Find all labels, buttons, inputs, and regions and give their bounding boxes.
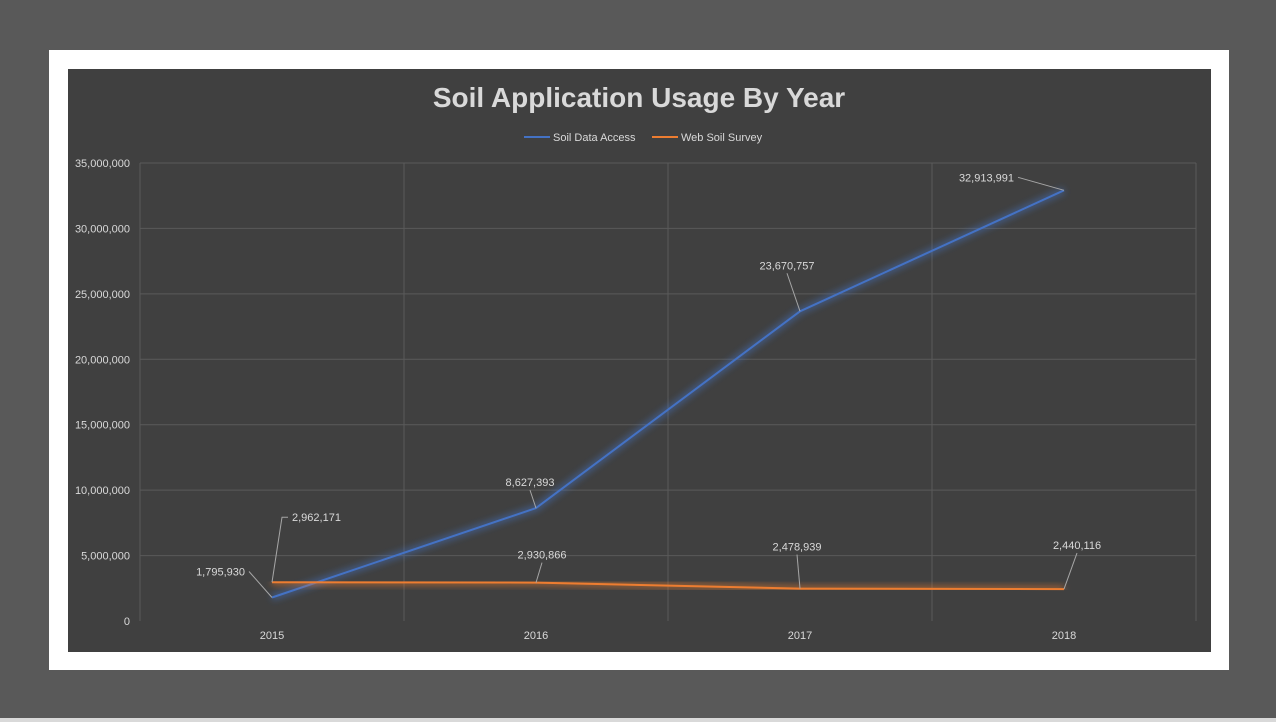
data-label: 32,913,991 — [959, 172, 1014, 184]
data-label-leader — [248, 571, 273, 598]
data-label: 8,627,393 — [506, 477, 555, 489]
y-tick-label: 5,000,000 — [81, 551, 130, 563]
data-label-leader — [796, 554, 801, 589]
x-tick-label: 2015 — [260, 630, 284, 642]
y-tick-label: 25,000,000 — [75, 289, 130, 301]
data-label: 2,962,171 — [292, 512, 341, 524]
series-line-web-soil-survey — [271, 581, 1065, 591]
series-line-soil-data-access — [271, 189, 1065, 599]
x-tick-label: 2016 — [524, 630, 548, 642]
y-tick-label: 30,000,000 — [75, 223, 130, 235]
data-label-leader — [535, 562, 543, 583]
data-label: 2,440,116 — [1053, 540, 1101, 552]
data-labels: 1,795,930 8,627,393 23,670,757 32,913,991 2,… — [196, 172, 1101, 598]
legend-label: Soil Data Access — [553, 132, 636, 144]
data-label-leader — [786, 273, 801, 312]
legend-label: Web Soil Survey — [681, 132, 763, 144]
x-axis: 2015 2016 2017 2018 — [260, 630, 1076, 642]
data-label: 2,478,939 — [773, 542, 822, 554]
data-label: 2,930,866 — [518, 550, 567, 562]
chart-title: Soil Application Usage By Year — [433, 82, 845, 113]
data-label-leader — [529, 489, 537, 509]
chart-legend: Soil Data Access Web Soil Survey — [524, 132, 763, 144]
y-tick-label: 20,000,000 — [75, 354, 130, 366]
y-axis: 0 5,000,000 10,000,000 15,000,000 20,000,000… — [75, 158, 130, 628]
bottom-strip — [0, 718, 1276, 722]
data-label-leader — [1063, 552, 1078, 590]
data-label: 23,670,757 — [759, 260, 814, 272]
y-tick-label: 0 — [124, 616, 130, 628]
chart-area — [68, 69, 1211, 652]
y-tick-label: 35,000,000 — [75, 158, 130, 170]
y-tick-label: 10,000,000 — [75, 485, 130, 497]
x-tick-label: 2018 — [1052, 630, 1076, 642]
data-label-leader — [271, 516, 288, 583]
chart-grid — [139, 162, 1197, 621]
data-label: 1,795,930 — [196, 566, 245, 578]
y-tick-label: 15,000,000 — [75, 420, 130, 432]
chart-series — [271, 187, 1066, 601]
data-label-leader — [1017, 176, 1065, 191]
x-tick-label: 2017 — [788, 630, 812, 642]
